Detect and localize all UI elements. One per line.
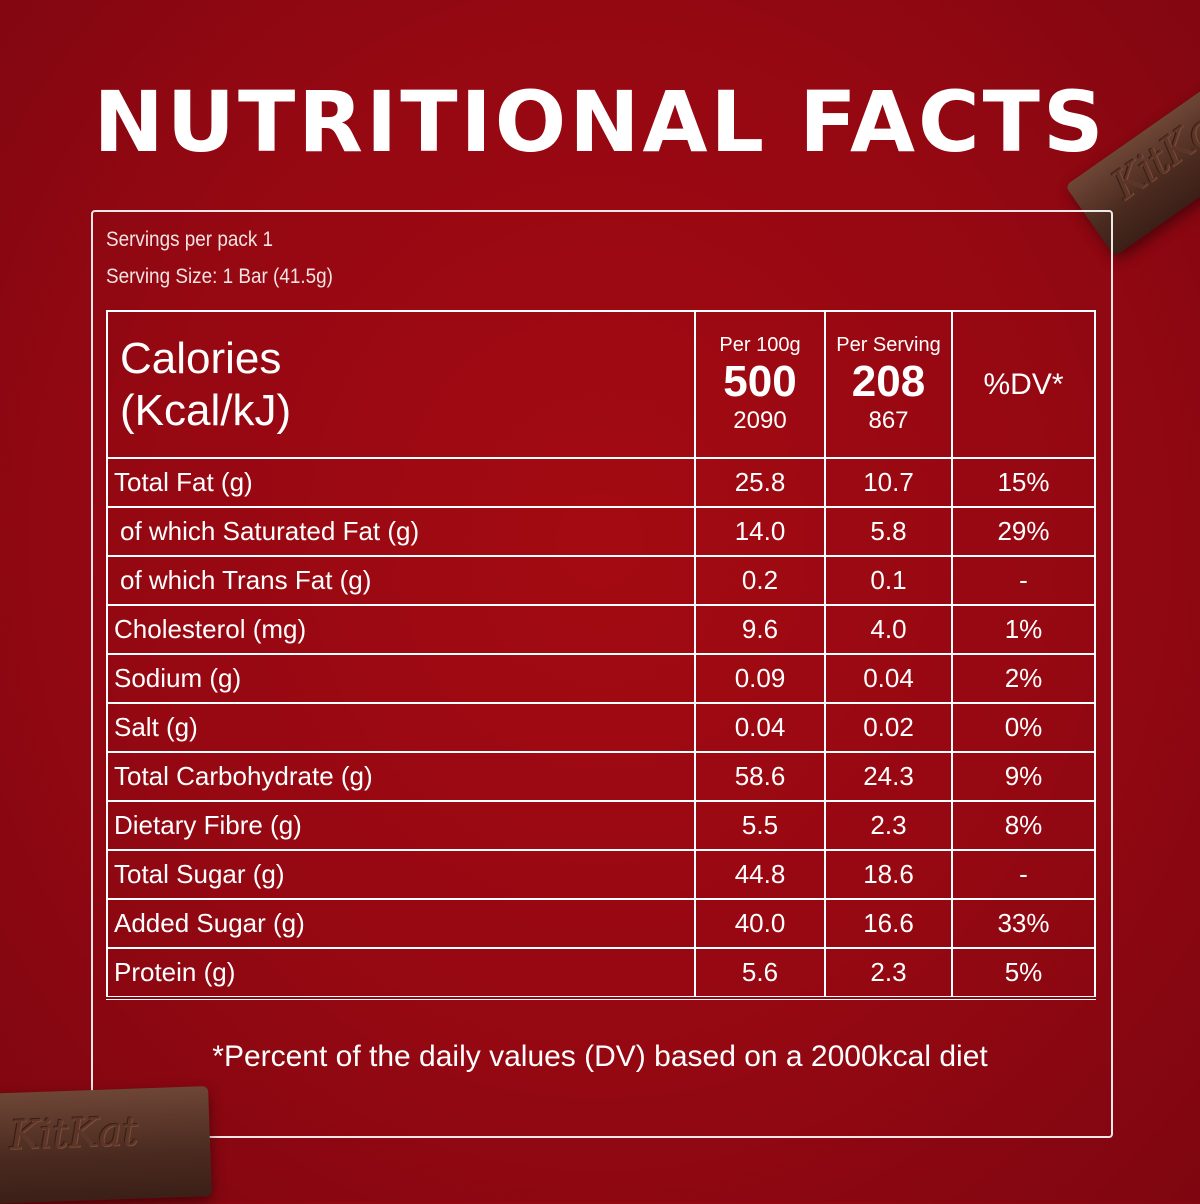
per100g-value: 5.5 [694, 800, 826, 851]
perserving-value: 0.1 [824, 555, 953, 606]
per100g-value: 40.0 [694, 898, 826, 949]
perserving-value: 5.8 [824, 506, 953, 557]
nutrition-table: Calories (Kcal/kJ) Per 100g 500 2090 Per… [106, 310, 1096, 1000]
serving-size: Serving Size: 1 Bar (41.5g) [106, 265, 333, 288]
perserving-value: 2.3 [824, 800, 953, 851]
perserving-value: 4.0 [824, 604, 953, 655]
table-row: Protein (g) 5.6 2.3 5% [106, 947, 1096, 1000]
bar-logo: KitKat [8, 1108, 139, 1159]
per100g-value: 14.0 [694, 506, 826, 557]
table-row: of which Trans Fat (g) 0.2 0.1 - [106, 555, 1096, 606]
per100g-value: 44.8 [694, 849, 826, 900]
nutrient-name: Total Carbohydrate (g) [106, 751, 696, 802]
nutrient-name: Total Sugar (g) [106, 849, 696, 900]
dv-value: 8% [951, 800, 1096, 851]
dv-value: 29% [951, 506, 1096, 557]
nutrient-name: Sodium (g) [106, 653, 696, 704]
dv-header: %DV* [951, 310, 1096, 459]
nutrient-name: Total Fat (g) [106, 457, 696, 508]
dv-value: 15% [951, 457, 1096, 508]
page-title: NUTRITIONAL FACTS [93, 73, 1107, 171]
dv-value: 1% [951, 604, 1096, 655]
chocolate-bar-image-bottom-left: KitKat [0, 1086, 212, 1204]
table-row: Sodium (g) 0.09 0.04 2% [106, 653, 1096, 704]
per100g-value: 0.04 [694, 702, 826, 753]
per100g-value: 5.6 [694, 947, 826, 1000]
table-header-row: Calories (Kcal/kJ) Per 100g 500 2090 Per… [106, 310, 1096, 459]
dv-value: - [951, 849, 1096, 900]
calories-label: Calories [120, 333, 282, 383]
perserving-kj: 867 [868, 407, 909, 434]
nutrient-name: of which Trans Fat (g) [106, 555, 696, 606]
calories-unit-label: (Kcal/kJ) [120, 385, 292, 435]
perserving-kcal: 208 [851, 357, 926, 406]
per100g-header: Per 100g 500 2090 [694, 310, 826, 459]
nutrient-name: Cholesterol (mg) [106, 604, 696, 655]
per100g-value: 9.6 [694, 604, 826, 655]
dv-value: - [951, 555, 1096, 606]
per100g-label: Per 100g [719, 334, 801, 356]
perserving-value: 0.02 [824, 702, 953, 753]
perserving-value: 2.3 [824, 947, 953, 1000]
dv-value: 9% [951, 751, 1096, 802]
nutrient-name: Salt (g) [106, 702, 696, 753]
per100g-value: 0.09 [694, 653, 826, 704]
table-row: of which Saturated Fat (g) 14.0 5.8 29% [106, 506, 1096, 557]
nutrient-name: Added Sugar (g) [106, 898, 696, 949]
nutrient-name: of which Saturated Fat (g) [106, 506, 696, 557]
footnote: *Percent of the daily values (DV) based … [212, 1040, 988, 1073]
nutrient-name: Dietary Fibre (g) [106, 800, 696, 851]
per100g-value: 58.6 [694, 751, 826, 802]
perserving-header: Per Serving 208 867 [824, 310, 953, 459]
table-row: Dietary Fibre (g) 5.5 2.3 8% [106, 800, 1096, 851]
perserving-value: 16.6 [824, 898, 953, 949]
calories-header: Calories (Kcal/kJ) [106, 310, 696, 459]
table-row: Cholesterol (mg) 9.6 4.0 1% [106, 604, 1096, 655]
per100g-kj: 2090 [733, 407, 787, 434]
perserving-value: 0.04 [824, 653, 953, 704]
table-row: Salt (g) 0.04 0.02 0% [106, 702, 1096, 753]
table-row: Total Carbohydrate (g) 58.6 24.3 9% [106, 751, 1096, 802]
perserving-value: 24.3 [824, 751, 953, 802]
table-row: Total Fat (g) 25.8 10.7 15% [106, 457, 1096, 508]
dv-value: 5% [951, 947, 1096, 1000]
perserving-value: 18.6 [824, 849, 953, 900]
per100g-value: 25.8 [694, 457, 826, 508]
servings-per-pack: Servings per pack 1 [106, 228, 274, 251]
perserving-value: 10.7 [824, 457, 953, 508]
dv-value: 33% [951, 898, 1096, 949]
perserving-label: Per Serving [836, 334, 941, 356]
dv-value: 0% [951, 702, 1096, 753]
nutrient-name: Protein (g) [106, 947, 696, 1000]
per100g-value: 0.2 [694, 555, 826, 606]
per100g-kcal: 500 [723, 357, 797, 406]
table-row: Added Sugar (g) 40.0 16.6 33% [106, 898, 1096, 949]
dv-value: 2% [951, 653, 1096, 704]
table-row: Total Sugar (g) 44.8 18.6 - [106, 849, 1096, 900]
facts-panel [91, 210, 1113, 1138]
